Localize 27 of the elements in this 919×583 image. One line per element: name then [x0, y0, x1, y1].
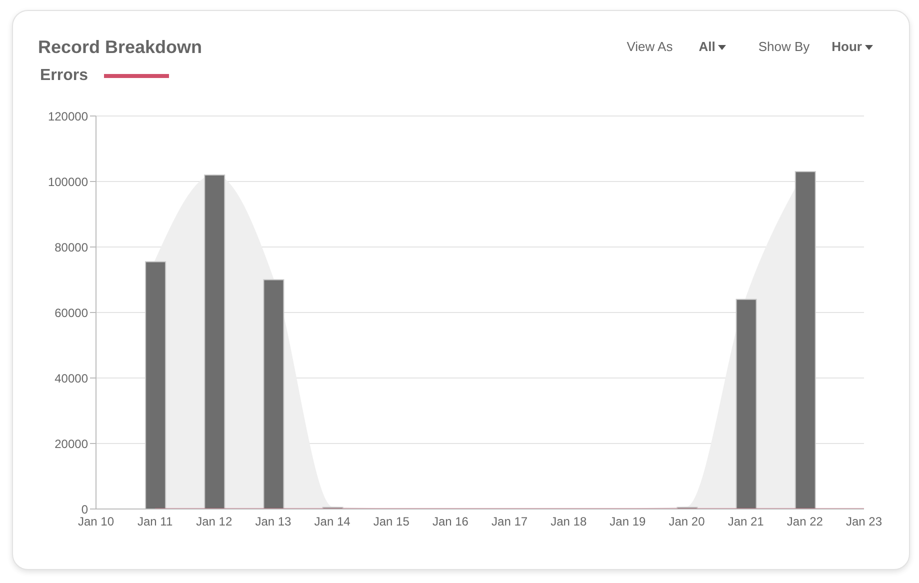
x-tick-label: Jan 16 [432, 514, 469, 529]
x-tick-label: Jan 15 [373, 514, 410, 529]
x-tick-label: Jan 13 [255, 514, 292, 529]
y-tick-label: 0 [81, 502, 88, 516]
legend-label: Errors [40, 67, 88, 85]
text: Hour [832, 39, 863, 54]
x-tick-label: Jan 12 [196, 514, 232, 529]
x-tick-label: Jan 22 [786, 514, 824, 529]
x-tick-label: Jan 11 [138, 514, 173, 529]
text: Show By [758, 39, 810, 54]
x-tick-label: Jan 17 [492, 514, 528, 529]
y-tick-label: 60000 [54, 306, 88, 320]
y-tick-label: 80000 [54, 240, 88, 254]
y-tick-label: 120000 [48, 109, 88, 124]
x-tick-label: Jan 14 [314, 514, 351, 529]
text: All [698, 39, 716, 54]
x-tick-label: Jan 20 [668, 514, 706, 529]
x-tick-label: Jan 18 [550, 514, 587, 529]
x-tick-label: Jan 10 [78, 514, 114, 529]
y-tick-label: 100000 [48, 174, 88, 189]
text: View As [626, 39, 673, 54]
y-tick-label: 40000 [54, 371, 88, 386]
x-tick-label: Jan 21 [728, 514, 764, 529]
chart-title: Record Breakdown [38, 37, 202, 58]
x-tick-label: Jan 23 [846, 514, 882, 529]
y-tick-label: 20000 [54, 436, 88, 451]
x-tick-label: Jan 19 [610, 514, 646, 529]
